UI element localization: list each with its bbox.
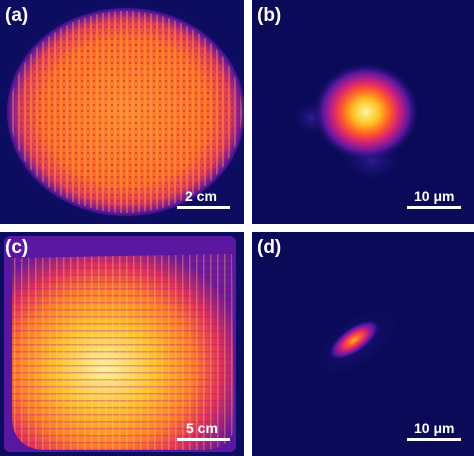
scalebar-line-c — [177, 438, 230, 441]
scalebar-line-d — [407, 438, 461, 441]
panel-label-d: (d) — [257, 237, 282, 258]
panel-a: (a) 2 cm — [0, 0, 244, 224]
focal-spot-d — [252, 232, 474, 456]
scalebar-label-a: 2 cm — [185, 188, 217, 204]
beam-image-c — [0, 232, 244, 456]
scalebar-label-d: 10 μm — [414, 420, 455, 436]
scalebar-label-c: 5 cm — [186, 420, 218, 436]
scalebar-line-b — [407, 206, 461, 209]
beam-image-a — [0, 0, 244, 224]
scalebar-label-b: 10 μm — [414, 188, 455, 204]
focal-spot-b — [252, 0, 474, 224]
panel-label-a: (a) — [5, 5, 29, 26]
panel-label-b: (b) — [257, 5, 282, 26]
panel-c: (c) 5 cm — [0, 232, 244, 456]
panel-b: (b) 10 μm — [252, 0, 474, 224]
scalebar-line-a — [177, 206, 230, 209]
panel-d: (d) 10 μm — [252, 232, 474, 456]
panel-label-c: (c) — [5, 237, 29, 258]
